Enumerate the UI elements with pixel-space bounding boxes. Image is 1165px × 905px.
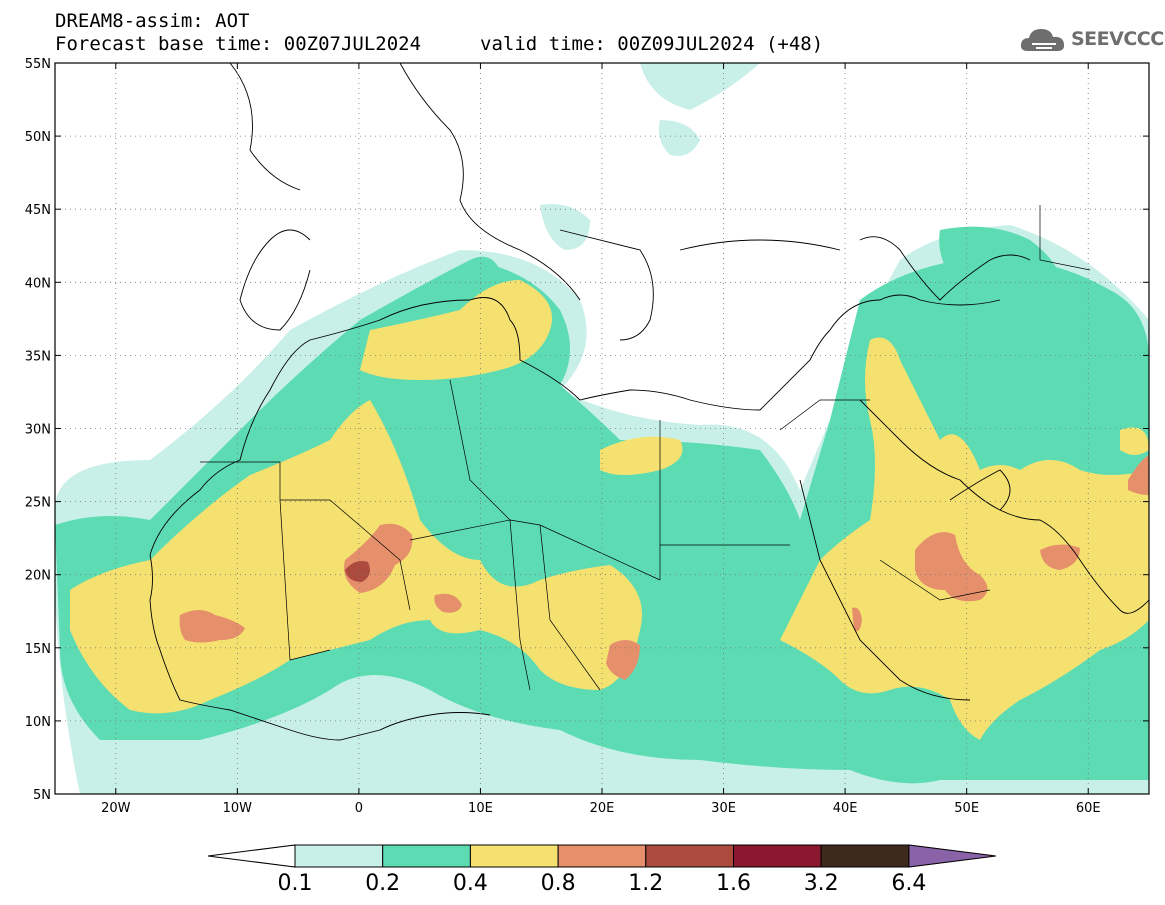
lat-tick-label: 30N [25,423,51,438]
lat-tick-label: 25N [25,496,51,511]
colorbar-segment [733,844,822,868]
lon-tick-label: 10W [223,801,253,816]
lat-tick-label: 50N [25,130,51,145]
lat-tick-label: 15N [25,642,51,657]
colorbar-label: 0.1 [278,871,313,896]
lat-tick-label: 10N [25,715,51,730]
lat-tick-label: 5N [33,788,51,803]
colorbar-segment [294,844,384,868]
colorbar-segment [820,844,910,868]
coastlines [149,63,1149,741]
colorbar-segment [382,844,471,868]
lon-tick-label: 50E [954,801,979,816]
lat-tick-label: 45N [25,203,51,218]
colorbar-high-extend [908,844,996,868]
colorbar-low-extend [207,844,296,868]
lon-tick-label: 0 [355,801,363,816]
aot-level-1.2 [345,561,370,582]
aot-field [55,63,1149,794]
colorbar: 0.1 0.2 0.4 0.8 1.2 1.6 3.2 6.4 [207,844,996,896]
colorbar-label: 1.2 [628,871,663,896]
colorbar-label: 0.4 [453,871,488,896]
colorbar-segment [469,844,559,868]
lon-tick-label: 20W [101,801,131,816]
lon-tick-label: 60E [1076,801,1101,816]
lon-tick-label: 20E [590,801,615,816]
aot-level-0.8 [179,455,1149,680]
colorbar-label: 3.2 [804,871,839,896]
axes: 55N 50N 45N 40N 35N 30N 25N 20N 15N 10N 5N 20W 10W 0 1… [25,57,1149,816]
lon-tick-label: 30E [711,801,736,816]
colorbar-label: 0.8 [541,871,576,896]
seevccc-logo: SEEVCCC [1018,24,1164,54]
lat-tick-label: 55N [25,57,51,72]
grid-lines [55,63,1149,794]
logo-text: SEEVCCC [1071,28,1164,50]
forecast-base-time: Forecast base time: 00Z07JUL2024 [55,33,422,55]
lon-tick-label: 10E [468,801,493,816]
lon-tick-label: 40E [833,801,858,816]
colorbar-label: 1.6 [716,871,751,896]
colorbar-segment [645,844,734,868]
colorbar-segment [557,844,647,868]
colorbar-label: 0.2 [365,871,400,896]
lat-tick-label: 20N [25,569,51,584]
lat-tick-label: 40N [25,276,51,291]
map-title: DREAM8-assim: AOT [55,10,250,32]
lat-tick-label: 35N [25,349,51,364]
colorbar-label: 6.4 [891,871,926,896]
valid-time: valid time: 00Z09JUL2024 (+48) [480,33,824,55]
country-borders [200,205,1091,691]
cloud-icon [1020,29,1065,51]
